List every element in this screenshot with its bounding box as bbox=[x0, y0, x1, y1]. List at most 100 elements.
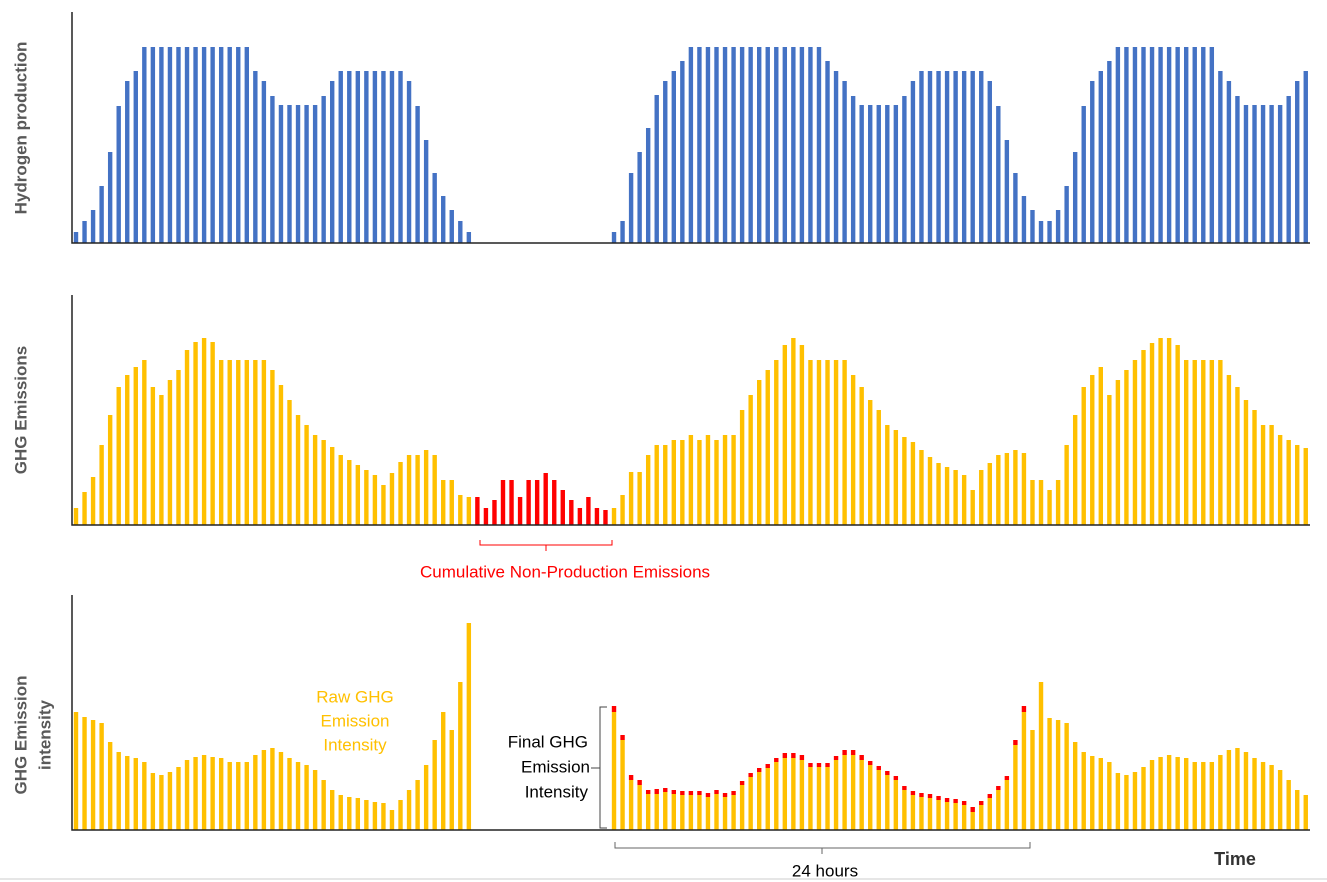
bar bbox=[466, 232, 472, 243]
bar bbox=[782, 345, 788, 525]
bar bbox=[423, 140, 429, 243]
bar bbox=[654, 445, 659, 525]
bar bbox=[1235, 748, 1240, 830]
bar bbox=[1021, 706, 1027, 712]
bar bbox=[116, 106, 121, 243]
bar bbox=[287, 758, 292, 830]
bar bbox=[842, 360, 847, 525]
bar bbox=[167, 47, 173, 243]
axis-line bbox=[71, 595, 1310, 831]
bar bbox=[663, 792, 668, 830]
bar bbox=[748, 777, 753, 830]
bar bbox=[1243, 105, 1249, 243]
bar bbox=[107, 152, 113, 243]
bar bbox=[236, 360, 241, 525]
bar bbox=[987, 463, 992, 525]
bar bbox=[355, 798, 361, 830]
bar bbox=[663, 81, 668, 243]
bar bbox=[82, 221, 87, 243]
bar bbox=[1013, 173, 1018, 243]
bar bbox=[765, 768, 770, 830]
bar bbox=[944, 802, 950, 830]
bar bbox=[979, 801, 984, 805]
bar bbox=[338, 795, 343, 830]
bar bbox=[1132, 47, 1138, 243]
bar bbox=[731, 47, 736, 243]
bar bbox=[90, 720, 96, 830]
bar bbox=[1175, 345, 1180, 525]
bar bbox=[910, 795, 916, 830]
bar bbox=[1269, 105, 1274, 243]
bar bbox=[739, 410, 745, 525]
bar bbox=[910, 81, 916, 243]
bar bbox=[1098, 71, 1103, 243]
bar bbox=[312, 435, 318, 525]
bar bbox=[1038, 682, 1044, 830]
bar bbox=[936, 800, 941, 830]
bar bbox=[1038, 221, 1044, 243]
bar bbox=[270, 370, 275, 525]
bar bbox=[842, 81, 847, 243]
bar bbox=[722, 435, 728, 525]
bar bbox=[1115, 380, 1121, 525]
bar bbox=[312, 770, 318, 830]
bar bbox=[859, 760, 864, 830]
bar bbox=[253, 755, 258, 830]
bar bbox=[1072, 742, 1078, 830]
bar bbox=[441, 480, 446, 525]
bar bbox=[1047, 221, 1052, 243]
bar bbox=[278, 385, 284, 525]
bar bbox=[1201, 360, 1206, 525]
bar bbox=[705, 797, 711, 830]
bar bbox=[261, 360, 267, 525]
bar bbox=[1021, 712, 1027, 830]
bar bbox=[774, 360, 779, 525]
bar bbox=[287, 105, 292, 243]
bar bbox=[1064, 186, 1069, 243]
bar bbox=[774, 762, 779, 830]
bar bbox=[791, 753, 796, 758]
bar bbox=[1295, 445, 1300, 525]
bar bbox=[1209, 47, 1215, 243]
bar bbox=[671, 790, 676, 794]
bar bbox=[389, 810, 395, 830]
bar bbox=[1252, 758, 1257, 830]
bar bbox=[159, 395, 164, 525]
bar bbox=[159, 775, 164, 830]
bar bbox=[381, 71, 386, 243]
bar bbox=[1175, 47, 1180, 243]
bar bbox=[543, 473, 548, 525]
bar bbox=[415, 455, 420, 525]
bar bbox=[321, 96, 326, 243]
bar bbox=[201, 755, 207, 830]
bar bbox=[1252, 410, 1257, 525]
bar bbox=[765, 764, 770, 768]
bar bbox=[458, 495, 463, 525]
bar bbox=[432, 455, 437, 525]
bar bbox=[697, 47, 702, 243]
bar bbox=[893, 105, 899, 243]
bar bbox=[620, 735, 625, 740]
bar bbox=[441, 712, 446, 830]
bar bbox=[757, 768, 762, 772]
bar bbox=[868, 105, 873, 243]
bar bbox=[261, 81, 267, 243]
bar bbox=[1184, 360, 1189, 525]
bar bbox=[688, 435, 694, 525]
bar bbox=[697, 440, 702, 525]
annotation: Emission bbox=[521, 757, 590, 776]
bar bbox=[1107, 61, 1112, 243]
annotation: 24 hours bbox=[792, 861, 858, 880]
annotation: Intensity bbox=[323, 735, 387, 754]
bar bbox=[620, 740, 625, 830]
bar bbox=[458, 221, 463, 243]
bar bbox=[1286, 96, 1291, 243]
bar bbox=[569, 500, 574, 525]
bar bbox=[1021, 453, 1027, 525]
bar bbox=[748, 773, 753, 777]
bar bbox=[82, 717, 87, 830]
bar bbox=[330, 81, 335, 243]
bar bbox=[1166, 338, 1172, 525]
bar bbox=[996, 106, 1001, 243]
bar bbox=[637, 472, 642, 525]
